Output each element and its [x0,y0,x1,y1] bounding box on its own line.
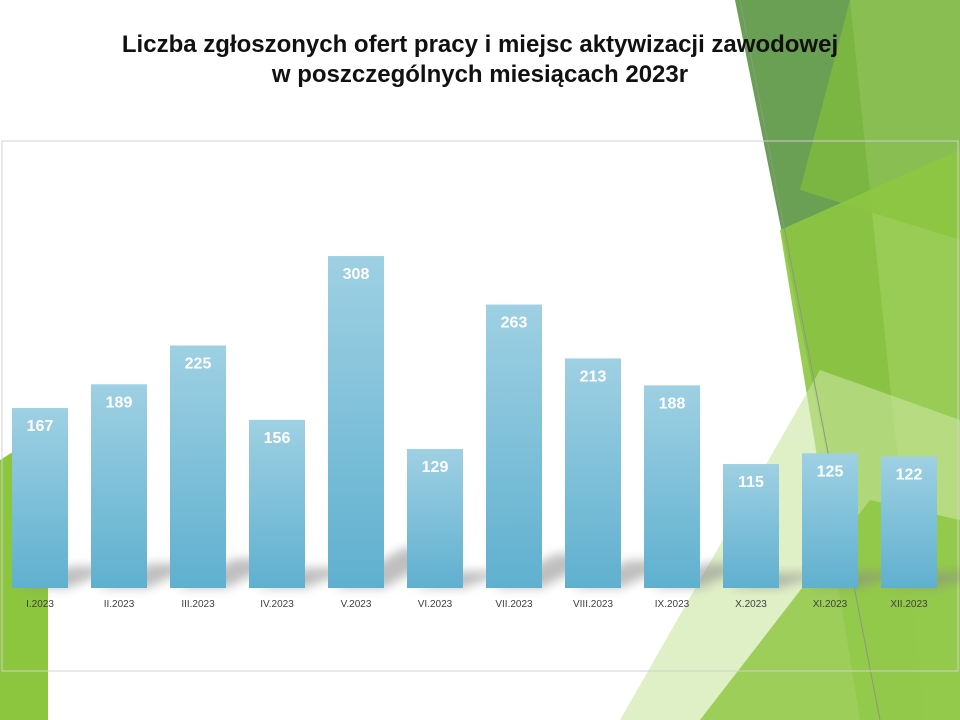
bars-group [12,256,937,588]
data-label: 188 [659,395,686,412]
data-label: 167 [27,418,54,435]
bar-VII.2023 [486,304,542,588]
chart-title-line1: Liczba zgłoszonych ofert pracy i miejsc … [121,31,839,58]
bar-I.2023 [12,408,68,588]
x-tick-label: XI.2023 [813,599,848,610]
data-label: 125 [817,463,844,480]
data-label: 189 [106,394,133,411]
plot-frame [1,140,959,672]
x-tick-label: X.2023 [735,599,767,610]
x-tick-label: II.2023 [104,599,135,610]
data-label: 225 [185,356,212,373]
x-tick-label: VIII.2023 [573,599,613,610]
x-tick-label: VII.2023 [495,599,533,610]
bar-III.2023 [170,345,226,588]
data-label: 156 [264,430,291,447]
data-label: 129 [422,459,449,476]
bar-II.2023 [91,384,147,588]
bar-X.2023 [723,464,779,588]
x-tick-label: XII.2023 [890,599,928,610]
data-label: 115 [738,474,764,491]
x-tick-label: IX.2023 [655,599,690,610]
x-tick-label: I.2023 [26,599,54,610]
bar-V.2023 [328,256,384,588]
bar-VI.2023 [407,448,463,588]
x-tick-label: VI.2023 [418,599,453,610]
x-tick-label: V.2023 [341,599,372,610]
bar-XI.2023 [802,453,858,588]
chart-title: Liczba zgłoszonych ofert pracy i miejsc … [60,30,900,90]
bar-XII.2023 [881,456,937,588]
deco-thin-line [739,0,881,720]
bar-IX.2023 [644,385,700,588]
data-label: 263 [501,315,528,332]
bar-VIII.2023 [565,358,621,588]
x-tick-label: III.2023 [181,599,215,610]
data-label: 213 [580,368,607,385]
bar-IV.2023 [249,419,305,588]
x-tick-label: IV.2023 [260,599,294,610]
chart-title-line2: w poszczególnych miesiącach 2023r [271,61,689,88]
data-label: 308 [343,266,370,283]
x-axis-ticks: I.2023 II.2023 III.2023 IV.2023 V.2023 VI.202… [26,599,928,610]
data-labels-group: 167 189 225 156 308 129 263 213 188 115 125 122 [27,266,923,491]
data-label: 122 [896,467,923,484]
